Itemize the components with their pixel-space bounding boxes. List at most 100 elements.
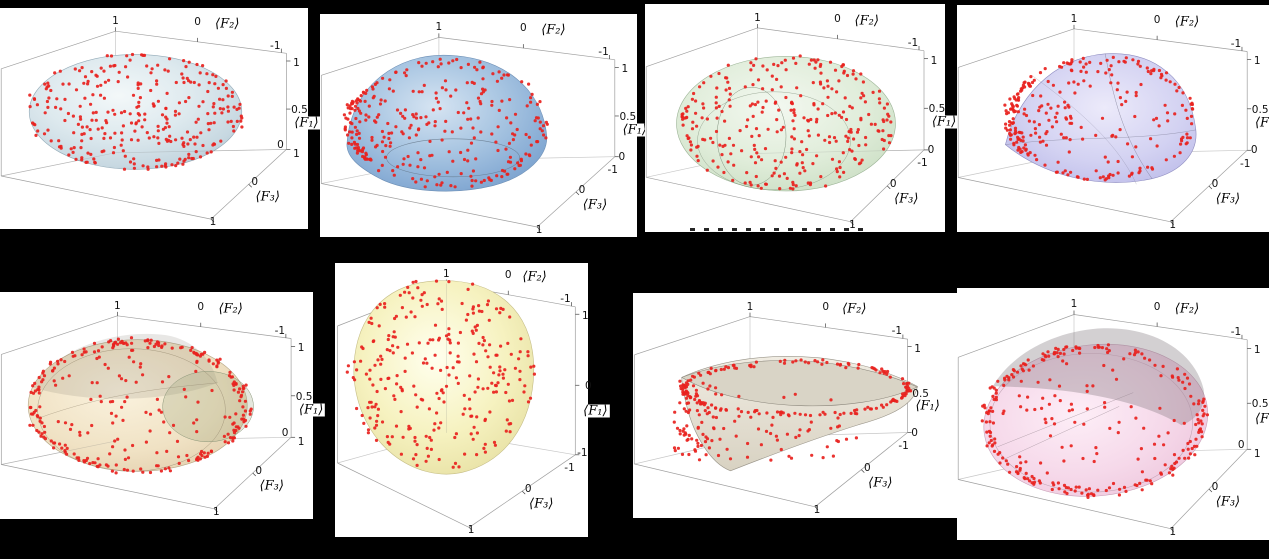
f2-tick-label: -1 xyxy=(270,39,281,52)
panel-2: 1 0 -1 ⟨F₂⟩ 1 0.5 0 -1 ⟨F₁⟩ 0 ⟨F₃⟩ 1 xyxy=(320,14,649,237)
f1-tick-label: 0.5 xyxy=(912,388,929,401)
plot-3d xyxy=(633,312,919,510)
f2-axis-label: ⟨F₂⟩ xyxy=(215,16,240,32)
f2-tick-label: -1 xyxy=(1230,325,1242,338)
plot-3d xyxy=(957,310,1252,532)
panel-3: 1 0 -1 ⟨F₂⟩ 1 0.5 0 -1 ⟨F₁⟩ 0 ⟨F₃⟩ 1 xyxy=(645,4,959,232)
f1-axis-label: ⟨F₁⟩ xyxy=(913,398,942,414)
surface-shape xyxy=(353,280,535,475)
f2-axis-label: ⟨F₂⟩ xyxy=(541,22,566,38)
f1-tick-label: 0.5 xyxy=(291,103,308,116)
f3-tick-label: 1 xyxy=(813,503,821,516)
f3-tick-label: 1 xyxy=(209,215,217,228)
f3-axis-label: ⟨F₃⟩ xyxy=(529,496,554,512)
f3-tick-label: 1 xyxy=(293,148,300,161)
f1-tick-label: 0 xyxy=(1237,439,1245,452)
f1-tick-label: 0 xyxy=(585,380,592,392)
f2-tick-label: 0 xyxy=(834,12,841,25)
f1-tick-label: 1 xyxy=(582,309,589,322)
scatter-points xyxy=(672,358,913,462)
panel-5: 1 0 -1 ⟨F₂⟩ 1 0.5 0 1 ⟨F₁⟩ 0 ⟨F₃⟩ 1 xyxy=(0,292,326,519)
f1-tick-label: 1 xyxy=(914,342,921,355)
f1-tick-label: 0 xyxy=(277,139,284,152)
f1-tick-label: 1 xyxy=(1253,344,1261,357)
f2-tick-label: 1 xyxy=(746,300,754,313)
f2-tick-label: -1 xyxy=(274,324,286,337)
plot-3d xyxy=(645,23,928,225)
f2-tick-label: 0 xyxy=(504,268,512,281)
scatter-points xyxy=(28,52,244,171)
f2-tick-label: 0 xyxy=(197,300,205,313)
f2-axis-label: ⟨F₂⟩ xyxy=(218,301,243,317)
f3-tick-label: 1 xyxy=(1169,525,1177,538)
f1-tick-label: 0 xyxy=(911,426,918,439)
f2-tick-label: 0 xyxy=(1153,13,1161,26)
f1-axis-label: ⟨F₁⟩ xyxy=(929,114,959,130)
f3-tick-label: -1 xyxy=(607,163,618,176)
surface-shape xyxy=(676,56,896,192)
f1-tick-label: 0 xyxy=(927,143,935,156)
f3-tick-label: 1 xyxy=(849,218,856,231)
f2-tick-label: 0 xyxy=(822,301,829,314)
f1-axis-label: ⟨F₁⟩ xyxy=(581,403,610,419)
f3-tick-label: -1 xyxy=(1239,157,1251,170)
f1-tick-label: 0.5 xyxy=(1251,103,1269,116)
f3-tick-label: 0 xyxy=(578,183,586,196)
f3-tick-label: 0 xyxy=(1211,480,1219,493)
f2-tick-label: -1 xyxy=(598,45,609,58)
f3-axis-label: ⟨F₃⟩ xyxy=(582,197,608,213)
f1-axis-label: ⟨F₁⟩ xyxy=(292,115,321,131)
f3-axis-label: ⟨F₃⟩ xyxy=(894,191,919,207)
f2-tick-label: 1 xyxy=(114,299,121,312)
scatter-points xyxy=(342,57,549,189)
f3-tick-label: -1 xyxy=(898,439,909,452)
f2-tick-label: 1 xyxy=(1070,298,1078,311)
f1-tick-label: 1 xyxy=(297,342,305,355)
f1-tick-label: 1 xyxy=(621,63,629,76)
f1-tick-label: 0.5 xyxy=(619,110,637,123)
f1-tick-label: -1 xyxy=(577,446,588,459)
scatter-points xyxy=(345,279,536,469)
f2-tick-label: 1 xyxy=(754,11,761,24)
f1-tick-label: 1 xyxy=(930,54,938,67)
f3-tick-label: 1 xyxy=(467,524,475,537)
f1-tick-label: 0.5 xyxy=(928,103,946,115)
panel-8: 10-1⟨F₂⟩10.501⟨F₁⟩0⟨F₃⟩1 xyxy=(957,288,1269,540)
f1-tick-label: 1 xyxy=(293,56,300,69)
scatter-points xyxy=(680,54,893,191)
f3-tick-label: 0 xyxy=(251,175,259,188)
f3-axis-label: ⟨F₃⟩ xyxy=(868,475,893,491)
f1-axis-label: ⟨F₁⟩ xyxy=(620,122,649,138)
plot-3d xyxy=(337,279,580,531)
surface-shape xyxy=(983,343,1209,497)
f3-axis-label: ⟨F₃⟩ xyxy=(1215,191,1241,207)
f1-axis-label: ⟨F₁⟩ xyxy=(1252,412,1269,426)
f2-tick-label: 1 xyxy=(435,21,443,34)
f1-tick-label: 1 xyxy=(1253,55,1261,68)
f2-axis-label: ⟨F₂⟩ xyxy=(842,301,867,317)
scatter-points xyxy=(28,336,253,475)
panel-1: 1 0 -1 ⟨F₂⟩ 1 0.5 0 1 ⟨F₁⟩ 0 ⟨F₃⟩ 1 xyxy=(0,8,321,229)
f1-tick-label: 0.5 xyxy=(295,390,313,403)
f2-tick-label: -1 xyxy=(907,36,919,49)
plot-3d xyxy=(0,311,296,513)
axes-box xyxy=(957,310,1252,532)
f3-tick-label: -1 xyxy=(564,461,575,474)
f3-tick-label: 0 xyxy=(863,461,871,474)
f3-tick-label: 0 xyxy=(889,177,897,190)
f3-tick-label: 1 xyxy=(1169,218,1177,231)
f2-tick-label: 0 xyxy=(1153,300,1161,313)
panel-6: 1 0 -1 ⟨F₂⟩ 1 0 -1 -1 ⟨F₁⟩ 0 ⟨F₃⟩ 1 xyxy=(335,263,610,537)
axes-box xyxy=(645,23,928,225)
f3-tick-label: 1 xyxy=(213,505,220,518)
scatter-points xyxy=(980,343,1209,499)
f1-tick-label: 0.5 xyxy=(1251,397,1269,410)
f2-tick-label: -1 xyxy=(1230,37,1242,50)
f3-tick-label: 0 xyxy=(1211,177,1219,190)
f1-axis-label: ⟨F₁⟩ xyxy=(296,402,326,418)
f2-tick-label: 1 xyxy=(112,14,119,27)
panel-4: 10-1⟨F₂⟩10.50-1⟨F₁⟩0⟨F₃⟩1 xyxy=(957,5,1269,232)
f3-axis-label: ⟨F₃⟩ xyxy=(259,478,284,494)
f3-tick-label: -1 xyxy=(917,157,928,169)
